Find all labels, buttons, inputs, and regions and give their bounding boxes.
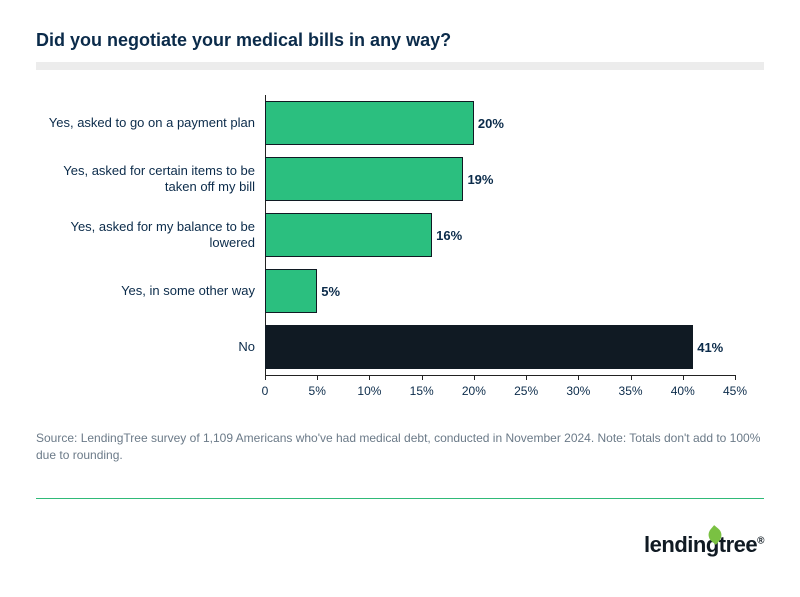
value-label: 41% [697, 340, 723, 355]
x-tick-label: 5% [299, 384, 335, 398]
x-tick-label: 35% [613, 384, 649, 398]
x-tick [735, 375, 736, 380]
bar [265, 213, 432, 257]
x-tick [422, 375, 423, 380]
bar [265, 157, 463, 201]
category-label: Yes, asked to go on a payment plan [40, 115, 255, 131]
x-tick-label: 45% [717, 384, 753, 398]
x-tick [578, 375, 579, 380]
x-tick-label: 25% [508, 384, 544, 398]
x-tick-label: 20% [456, 384, 492, 398]
x-axis [265, 375, 735, 376]
category-label: Yes, asked for my balance to be lowered [40, 219, 255, 252]
bar-chart: Yes, asked to go on a payment plan20%Yes… [265, 95, 735, 375]
x-tick [474, 375, 475, 380]
value-label: 5% [321, 284, 340, 299]
x-tick [317, 375, 318, 380]
value-label: 16% [436, 228, 462, 243]
x-tick-label: 40% [665, 384, 701, 398]
lendingtree-logo: lendingtree® [644, 532, 764, 558]
chart-title: Did you negotiate your medical bills in … [36, 30, 451, 51]
x-tick-label: 0 [247, 384, 283, 398]
bar [265, 325, 693, 369]
source-note: Source: LendingTree survey of 1,109 Amer… [36, 430, 764, 464]
category-label: No [40, 339, 255, 355]
title-divider [36, 62, 764, 70]
x-tick-label: 15% [404, 384, 440, 398]
x-tick-label: 10% [351, 384, 387, 398]
x-tick [683, 375, 684, 380]
bar [265, 269, 317, 313]
category-label: Yes, asked for certain items to be taken… [40, 163, 255, 196]
x-tick [631, 375, 632, 380]
bar [265, 101, 474, 145]
x-tick [265, 375, 266, 380]
value-label: 19% [467, 172, 493, 187]
x-tick [369, 375, 370, 380]
category-label: Yes, in some other way [40, 283, 255, 299]
value-label: 20% [478, 116, 504, 131]
x-tick-label: 30% [560, 384, 596, 398]
x-tick [526, 375, 527, 380]
footer-rule [36, 498, 764, 499]
